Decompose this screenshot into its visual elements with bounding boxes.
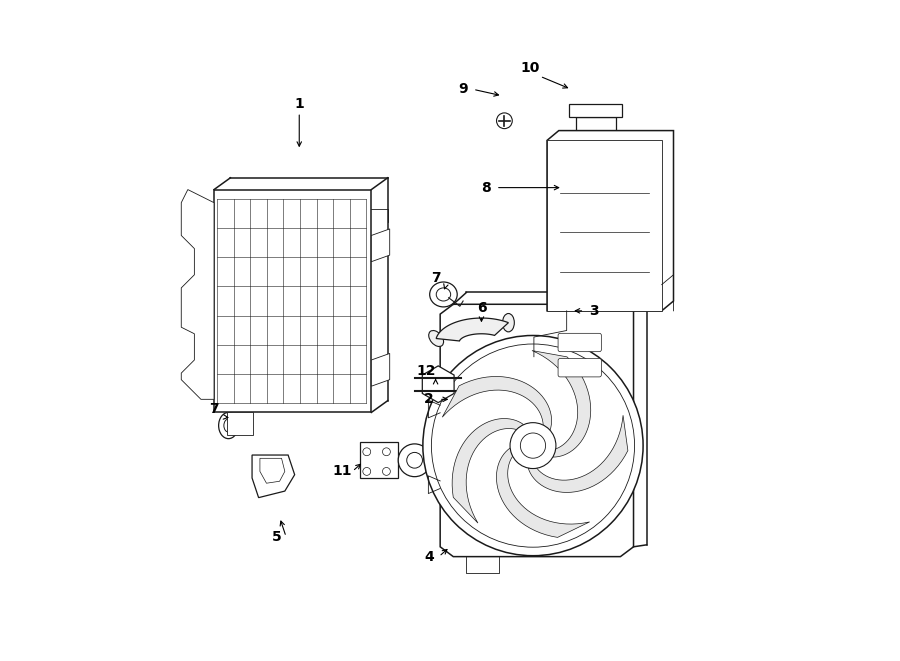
Text: 5: 5	[272, 530, 281, 544]
Polygon shape	[436, 318, 508, 341]
Text: 10: 10	[520, 61, 540, 75]
Polygon shape	[442, 377, 552, 430]
Circle shape	[497, 113, 512, 129]
Text: 11: 11	[333, 465, 352, 479]
Polygon shape	[547, 131, 673, 311]
Circle shape	[382, 447, 391, 455]
Text: 7: 7	[431, 271, 440, 285]
Text: 1: 1	[294, 97, 304, 111]
Bar	[567, 239, 642, 265]
Polygon shape	[214, 190, 372, 412]
Polygon shape	[260, 458, 284, 483]
Circle shape	[520, 433, 545, 458]
Polygon shape	[422, 366, 454, 403]
Ellipse shape	[224, 419, 233, 432]
Text: 6: 6	[477, 301, 486, 315]
Text: 3: 3	[590, 304, 599, 318]
Ellipse shape	[428, 330, 444, 346]
Polygon shape	[252, 455, 294, 498]
Polygon shape	[528, 415, 628, 492]
Text: 7: 7	[209, 402, 219, 416]
Ellipse shape	[429, 282, 457, 307]
Ellipse shape	[436, 288, 451, 301]
Polygon shape	[497, 448, 590, 537]
Text: 4: 4	[424, 550, 434, 564]
Polygon shape	[372, 354, 390, 386]
Ellipse shape	[219, 412, 238, 439]
Circle shape	[431, 344, 634, 547]
Bar	[569, 104, 623, 118]
Circle shape	[382, 467, 391, 475]
FancyBboxPatch shape	[558, 333, 601, 352]
Polygon shape	[452, 418, 524, 523]
Circle shape	[423, 336, 644, 556]
Circle shape	[363, 447, 371, 455]
Bar	[567, 200, 642, 225]
Text: 9: 9	[458, 83, 468, 97]
Text: 12: 12	[416, 364, 436, 378]
Polygon shape	[532, 350, 590, 457]
Text: 2: 2	[424, 393, 434, 407]
Circle shape	[510, 422, 556, 469]
FancyBboxPatch shape	[558, 358, 601, 377]
Polygon shape	[372, 229, 390, 262]
Polygon shape	[227, 412, 254, 436]
Circle shape	[430, 376, 446, 392]
Polygon shape	[181, 190, 214, 399]
Ellipse shape	[502, 313, 514, 332]
Bar	[576, 118, 616, 140]
Bar	[360, 442, 398, 478]
Circle shape	[363, 467, 371, 475]
Polygon shape	[547, 140, 661, 311]
Text: 8: 8	[482, 180, 490, 194]
Circle shape	[407, 452, 422, 468]
Polygon shape	[440, 304, 634, 557]
Circle shape	[398, 444, 431, 477]
